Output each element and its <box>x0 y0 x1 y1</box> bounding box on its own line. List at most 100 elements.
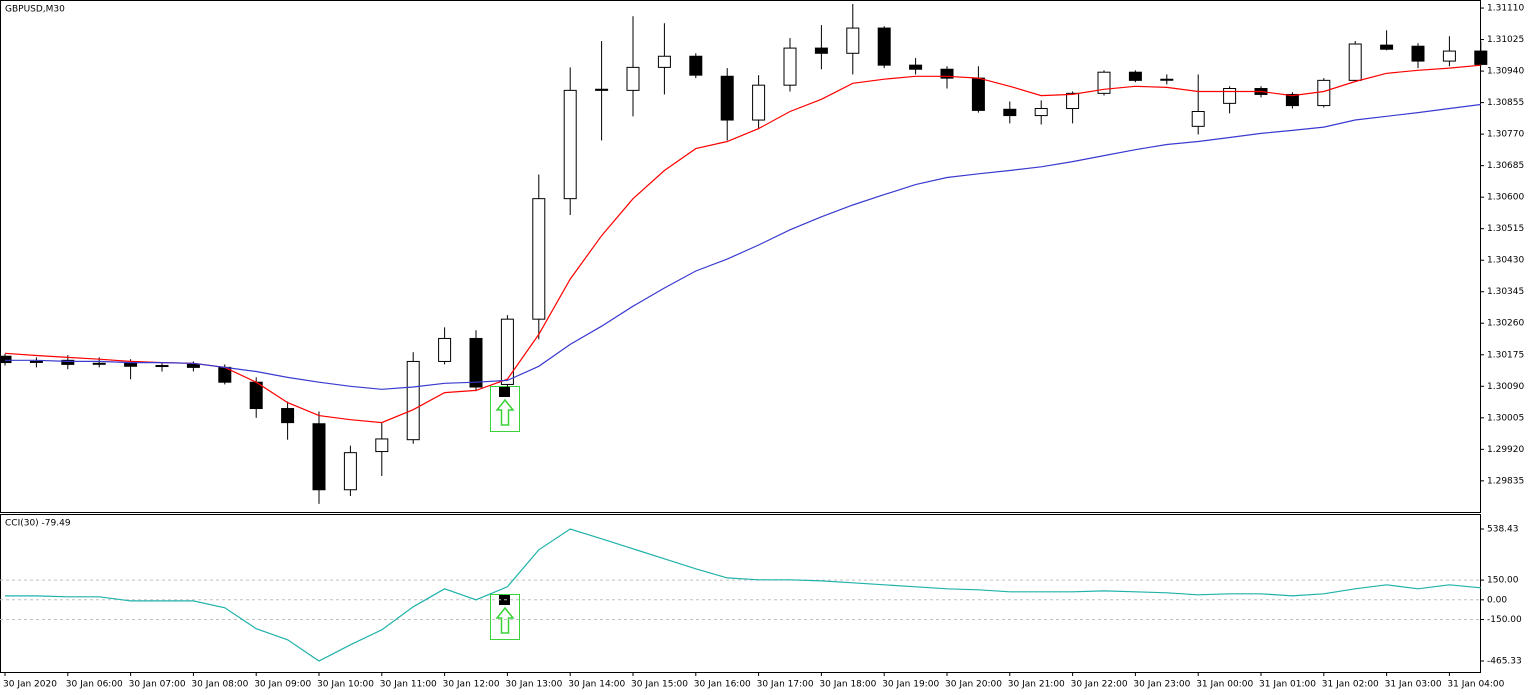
candle-body <box>626 66 640 91</box>
candle-body <box>186 363 200 368</box>
x-tick-label: 30 Jan 19:00 <box>882 680 939 690</box>
y-tick-label: 1.30175 <box>1487 350 1524 360</box>
x-tick-label: 30 Jan 12:00 <box>443 680 500 690</box>
candle-body <box>92 362 106 365</box>
x-tick-label: 30 Jan 2020 <box>3 680 57 690</box>
candle-body <box>500 318 514 385</box>
y-tick-label: -465.33 <box>1487 656 1522 666</box>
x-tick-label: 30 Jan 15:00 <box>631 680 688 690</box>
y-tick-label: 1.30430 <box>1487 256 1524 266</box>
candle-body <box>375 438 389 453</box>
candle-body <box>1066 92 1080 110</box>
candle-body <box>563 89 577 200</box>
x-tick-label: 31 Jan 01:00 <box>1259 680 1316 690</box>
y-tick-label: 1.30600 <box>1487 193 1524 203</box>
indicator-line <box>5 528 1481 662</box>
moving-average-line <box>5 103 1481 390</box>
indicator-title: CCI(30) -79.49 <box>5 519 71 529</box>
x-tick-label: 30 Jan 08:00 <box>191 680 248 690</box>
candle-body <box>814 47 828 54</box>
x-tick-label: 31 Jan 02:00 <box>1322 680 1379 690</box>
candle-body <box>720 75 734 121</box>
y-tick-label: 538.43 <box>1487 525 1519 535</box>
x-tick-label: 30 Jan 20:00 <box>945 680 1002 690</box>
candle-body <box>689 55 703 76</box>
y-tick-label: 1.30770 <box>1487 130 1524 140</box>
candle-body <box>1474 50 1488 65</box>
candle-body <box>1223 88 1237 104</box>
candle-body <box>595 88 609 91</box>
x-tick-label: 30 Jan 22:00 <box>1071 680 1128 690</box>
main-panel-frame <box>0 0 1481 513</box>
x-tick-label: 31 Jan 03:00 <box>1385 680 1442 690</box>
candle-body <box>1128 71 1142 81</box>
candle-body <box>29 360 43 363</box>
candle-body <box>155 365 169 368</box>
candle-body <box>1348 43 1362 81</box>
y-tick-label: 0.00 <box>1487 595 1507 605</box>
candle-body <box>752 84 766 121</box>
candle-body <box>0 355 12 364</box>
x-tick-label: 30 Jan 10:00 <box>317 680 374 690</box>
x-tick-label: 30 Jan 16:00 <box>694 680 751 690</box>
y-tick-label: 150.00 <box>1487 576 1519 586</box>
y-tick-label: 1.30005 <box>1487 413 1524 423</box>
candle-body <box>124 362 138 367</box>
y-tick-label: 1.31110 <box>1487 4 1524 14</box>
y-tick-label: 1.31025 <box>1487 35 1524 45</box>
y-tick-label: 1.30685 <box>1487 161 1524 171</box>
candle-body <box>1285 93 1299 107</box>
candle-body <box>1380 44 1394 50</box>
signal-up-arrow <box>495 606 515 634</box>
signal-arrow <box>490 386 520 432</box>
candle-body <box>1003 108 1017 117</box>
chart-title: GBPUSD,M30 <box>5 5 65 15</box>
moving-average-line <box>4 64 1481 424</box>
x-tick-label: 30 Jan 17:00 <box>757 680 814 690</box>
y-tick-label: 1.30515 <box>1487 224 1524 234</box>
candle-body <box>343 452 357 491</box>
candle-body <box>971 77 985 111</box>
y-tick-label: 1.30940 <box>1487 67 1524 77</box>
signal-up-arrow <box>495 398 515 426</box>
candle-body <box>1097 71 1111 94</box>
x-tick-label: 31 Jan 04:00 <box>1447 680 1504 690</box>
candle-body <box>61 359 75 365</box>
candle-body <box>469 337 483 388</box>
indicator-panel-frame <box>0 514 1481 673</box>
x-tick-label: 30 Jan 13:00 <box>505 680 562 690</box>
candle-body <box>940 68 954 79</box>
candle-body <box>1191 111 1205 127</box>
x-tick-label: 30 Jan 09:00 <box>254 680 311 690</box>
candle-body <box>783 47 797 86</box>
candle-body <box>1034 108 1048 117</box>
plot-area <box>0 3 1488 504</box>
candle-body <box>312 423 326 491</box>
candle-body <box>1411 45 1425 62</box>
candle-body <box>406 360 420 441</box>
x-tick-label: 30 Jan 21:00 <box>1008 680 1065 690</box>
signal-box <box>490 386 520 432</box>
candle-body <box>846 27 860 54</box>
y-tick-label: 1.30345 <box>1487 287 1524 297</box>
plot-area <box>0 528 1481 662</box>
signal-box <box>490 594 520 640</box>
y-tick-label: 1.30090 <box>1487 382 1524 392</box>
candle-body <box>1442 50 1456 62</box>
x-tick-label: 30 Jan 14:00 <box>568 680 625 690</box>
y-tick-label: 1.29920 <box>1487 445 1524 455</box>
y-tick-label: -150.00 <box>1487 615 1522 625</box>
x-tick-label: 30 Jan 06:00 <box>66 680 123 690</box>
candle-body <box>877 27 891 66</box>
x-tick-label: 30 Jan 23:00 <box>1133 680 1190 690</box>
x-tick-label: 30 Jan 11:00 <box>380 680 437 690</box>
x-tick-label: 30 Jan 07:00 <box>129 680 186 690</box>
candle-body <box>909 64 923 70</box>
candle-body <box>438 337 452 362</box>
candle-body <box>532 198 546 320</box>
signal-square <box>499 387 510 397</box>
y-tick-label: 1.30260 <box>1487 319 1524 329</box>
x-tick-label: 31 Jan 00:00 <box>1196 680 1253 690</box>
